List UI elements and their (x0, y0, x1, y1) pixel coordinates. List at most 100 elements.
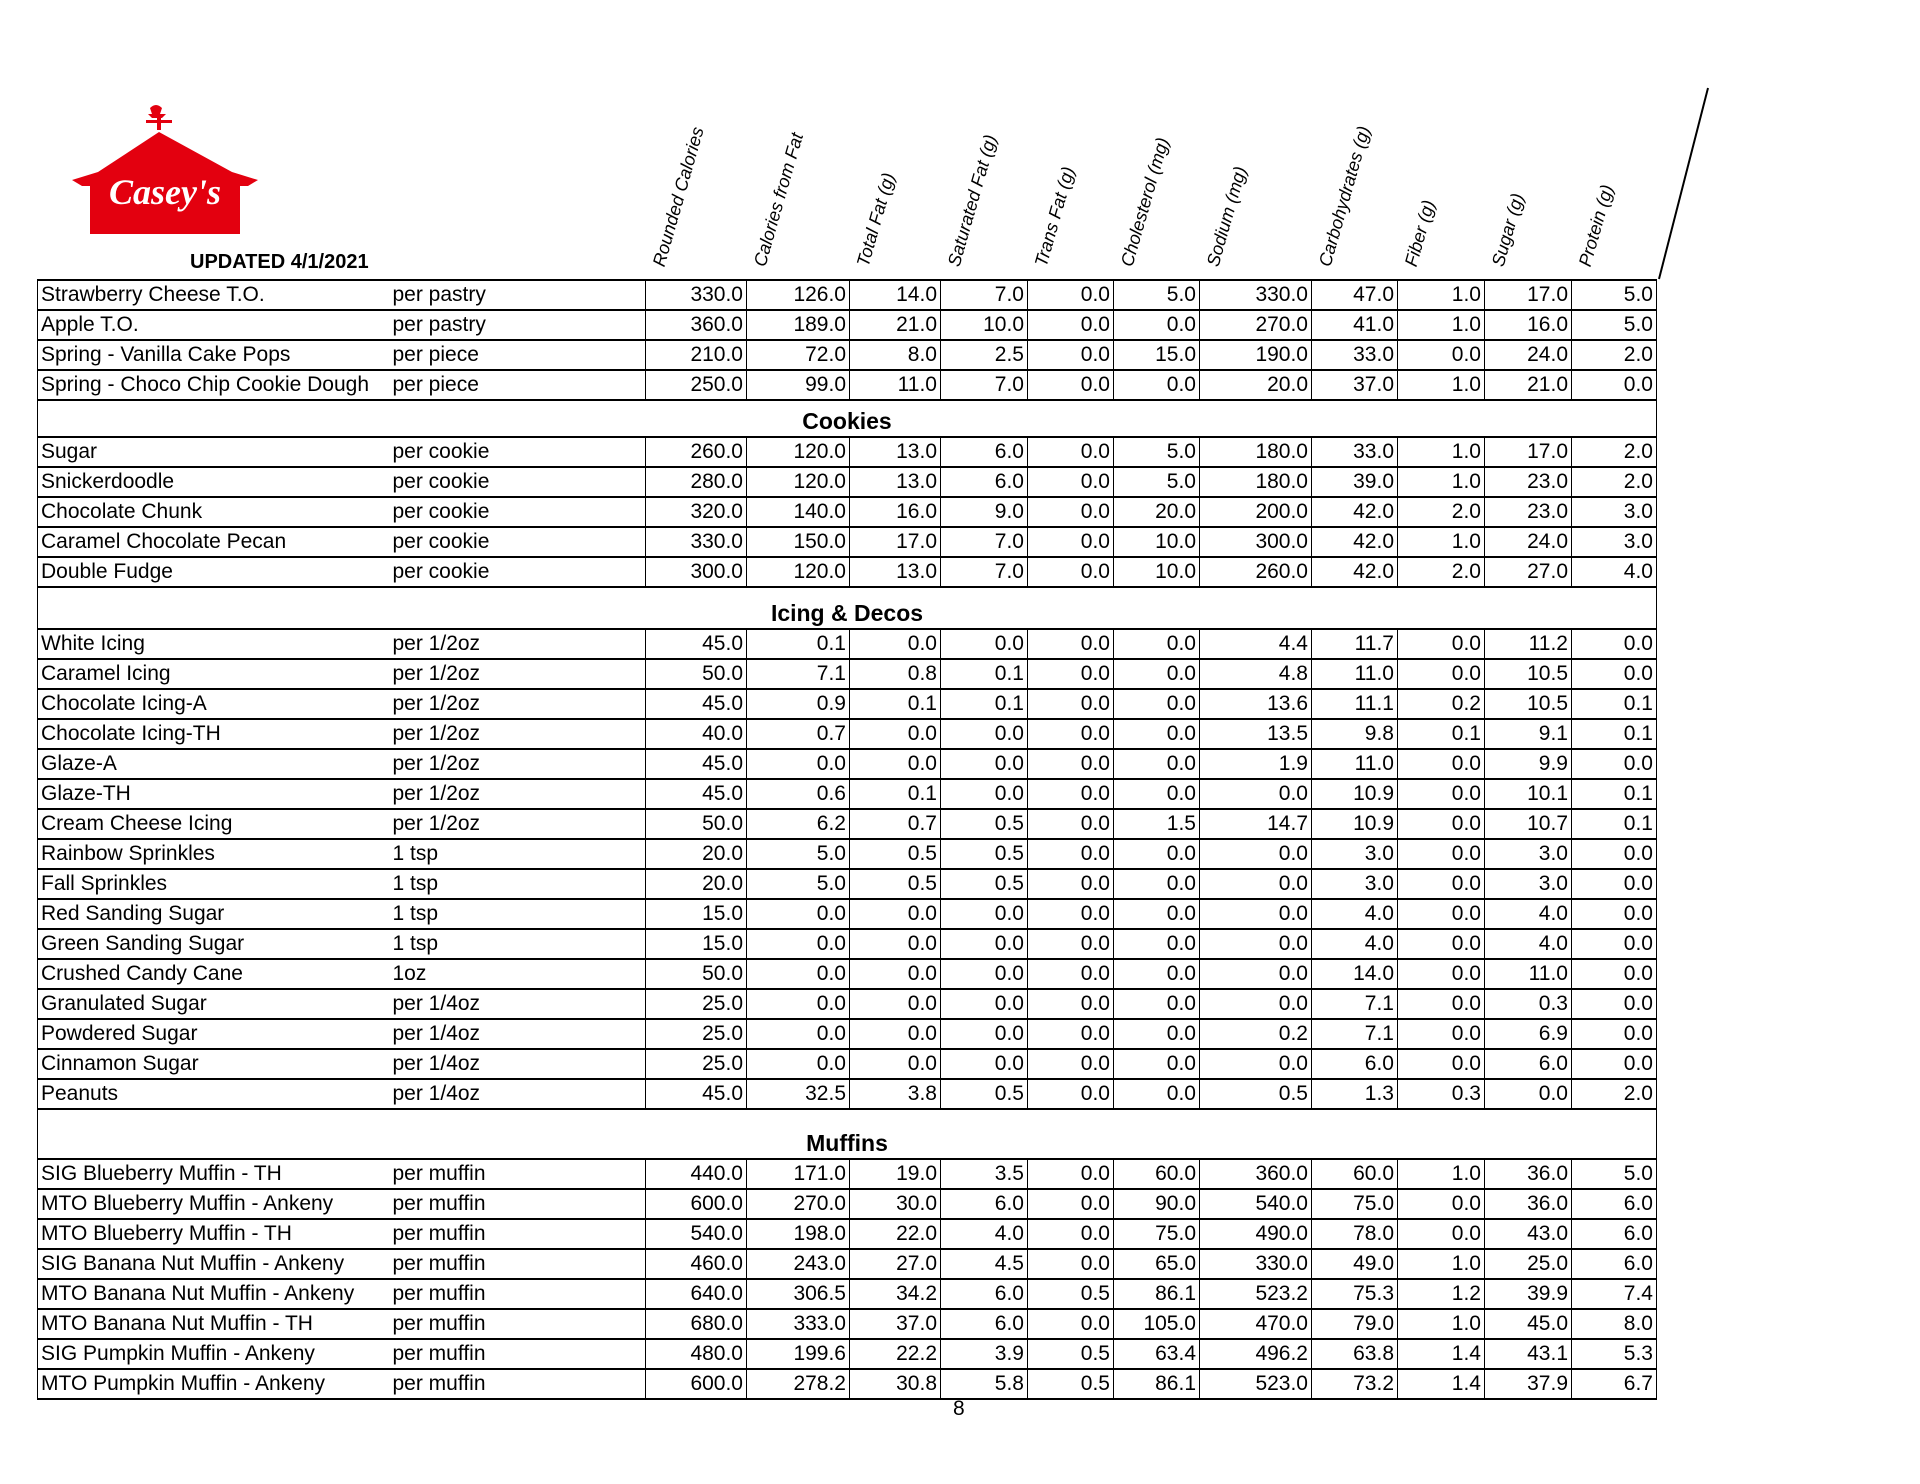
updated-date: UPDATED 4/1/2021 (190, 251, 369, 273)
nutrient-value: 11.7 (1311, 628, 1398, 660)
nutrient-value: 16.0 (1484, 309, 1572, 341)
nutrient-value: 7.0 (940, 556, 1028, 588)
table-row: Powdered Sugar per 1/4oz 25.0 0.0 0.0 0.0 0.0 0… (37, 1018, 1657, 1050)
nutrient-value: 0.0 (1397, 1188, 1485, 1220)
nutrient-value: 0.1 (849, 778, 941, 810)
nutrient-value: 0.0 (1397, 658, 1485, 690)
nutrient-value: 490.0 (1199, 1218, 1312, 1250)
nutrient-value: 0.0 (1199, 898, 1312, 930)
nutrient-value: 0.1 (940, 658, 1028, 690)
nutrient-value: 1.0 (1397, 1248, 1485, 1280)
nutrient-value: 0.5 (1027, 1278, 1114, 1310)
nutrient-value: 0.0 (1397, 898, 1485, 930)
nutrient-value: 75.3 (1311, 1278, 1398, 1310)
table-row: White Icing per 1/2oz 45.0 0.1 0.0 0.0 0.0 0.0 4… (37, 628, 1657, 660)
nutrient-value: 1.4 (1397, 1368, 1485, 1400)
nutrient-value: 6.9 (1484, 1018, 1572, 1050)
nutrient-value: 4.0 (1484, 928, 1572, 960)
nutrient-value: 0.0 (1027, 436, 1114, 468)
nutrient-value: 0.0 (1571, 958, 1657, 990)
nutrient-value: 1.5 (1113, 808, 1200, 840)
nutrient-value: 0.0 (1113, 1078, 1200, 1110)
nutrient-value: 63.4 (1113, 1338, 1200, 1370)
nutrient-value: 0.0 (940, 778, 1028, 810)
item-name: Strawberry Cheese T.O. (37, 279, 390, 311)
nutrient-value: 600.0 (645, 1188, 747, 1220)
nutrient-value: 25.0 (645, 1048, 747, 1080)
serving-size: 1oz (389, 958, 646, 990)
nutrient-value: 50.0 (645, 958, 747, 990)
table-row: Caramel Icing per 1/2oz 50.0 7.1 0.8 0.1 0.0 0.… (37, 658, 1657, 690)
serving-size: per muffin (389, 1158, 646, 1190)
item-name: MTO Banana Nut Muffin - TH (37, 1308, 390, 1340)
nutrient-value: 180.0 (1199, 466, 1312, 498)
nutrient-value: 198.0 (746, 1218, 850, 1250)
section-header: Icing & Decos (37, 586, 1657, 630)
nutrient-value: 0.0 (1571, 898, 1657, 930)
nutrient-value: 278.2 (746, 1368, 850, 1400)
nutrient-value: 72.0 (746, 339, 850, 371)
serving-size: per muffin (389, 1308, 646, 1340)
table-row: MTO Banana Nut Muffin - TH per muffin 680.… (37, 1308, 1657, 1340)
serving-size: per muffin (389, 1218, 646, 1250)
column-header: Trans Fat (g) (1030, 164, 1079, 269)
nutrient-value: 9.9 (1484, 748, 1572, 780)
table-row: MTO Banana Nut Muffin - Ankeny per muffin… (37, 1278, 1657, 1310)
nutrient-value: 0.5 (940, 868, 1028, 900)
nutrient-value: 7.0 (940, 369, 1028, 401)
section-header: Muffins (37, 1108, 1657, 1160)
table-row: Glaze-TH per 1/2oz 45.0 0.6 0.1 0.0 0.0 0.0 0.0 1… (37, 778, 1657, 810)
table-row: Caramel Chocolate Pecan per cookie 330.0 15… (37, 526, 1657, 558)
nutrient-value: 0.0 (1571, 988, 1657, 1020)
nutrient-value: 22.2 (849, 1338, 941, 1370)
nutrient-value: 2.0 (1571, 1078, 1657, 1110)
nutrient-value: 0.3 (1397, 1078, 1485, 1110)
nutrient-value: 3.0 (1484, 868, 1572, 900)
nutrient-value: 0.0 (1113, 778, 1200, 810)
serving-size: per pastry (389, 279, 646, 311)
item-name: Red Sanding Sugar (37, 898, 390, 930)
nutrient-value: 0.0 (1027, 279, 1114, 311)
nutrient-value: 15.0 (645, 928, 747, 960)
nutrient-value: 0.0 (1027, 1018, 1114, 1050)
nutrient-value: 33.0 (1311, 339, 1398, 371)
nutrient-value: 9.8 (1311, 718, 1398, 750)
nutrient-value: 0.0 (746, 958, 850, 990)
nutrient-value: 0.0 (940, 628, 1028, 660)
nutrient-value: 0.0 (1027, 868, 1114, 900)
nutrient-value: 7.0 (940, 279, 1028, 311)
page-number: 8 (953, 1397, 965, 1420)
nutrient-value: 0.0 (1113, 718, 1200, 750)
nutrient-value: 0.0 (1027, 309, 1114, 341)
nutrient-value: 0.0 (1571, 658, 1657, 690)
item-name: Glaze-A (37, 748, 390, 780)
nutrient-value: 243.0 (746, 1248, 850, 1280)
nutrient-value: 3.0 (1311, 868, 1398, 900)
nutrient-value: 6.0 (940, 436, 1028, 468)
nutrient-value: 63.8 (1311, 1338, 1398, 1370)
nutrient-value: 45.0 (645, 748, 747, 780)
nutrient-value: 13.0 (849, 436, 941, 468)
nutrient-value: 2.0 (1571, 466, 1657, 498)
nutrient-value: 0.0 (1113, 628, 1200, 660)
nutrient-value: 6.0 (1484, 1048, 1572, 1080)
nutrient-value: 10.9 (1311, 808, 1398, 840)
column-header: Protein (g) (1574, 182, 1618, 269)
nutrient-value: 0.0 (1397, 958, 1485, 990)
nutrient-value: 0.0 (1027, 466, 1114, 498)
serving-size: per muffin (389, 1338, 646, 1370)
nutrient-value: 11.0 (1311, 748, 1398, 780)
nutrient-value: 0.0 (1113, 309, 1200, 341)
nutrient-value: 36.0 (1484, 1188, 1572, 1220)
nutrient-value: 1.3 (1311, 1078, 1398, 1110)
nutrient-value: 0.0 (849, 928, 941, 960)
nutrient-value: 120.0 (746, 466, 850, 498)
table-row: Spring - Vanilla Cake Pops per piece 210.0… (37, 339, 1657, 371)
nutrient-value: 460.0 (645, 1248, 747, 1280)
nutrient-value: 0.0 (940, 898, 1028, 930)
nutrient-value: 25.0 (1484, 1248, 1572, 1280)
nutrient-value: 13.0 (849, 556, 941, 588)
nutrient-value: 523.0 (1199, 1368, 1312, 1400)
table-row: Chocolate Icing-A per 1/2oz 45.0 0.9 0.1 0.1 0… (37, 688, 1657, 720)
nutrient-value: 10.0 (940, 309, 1028, 341)
